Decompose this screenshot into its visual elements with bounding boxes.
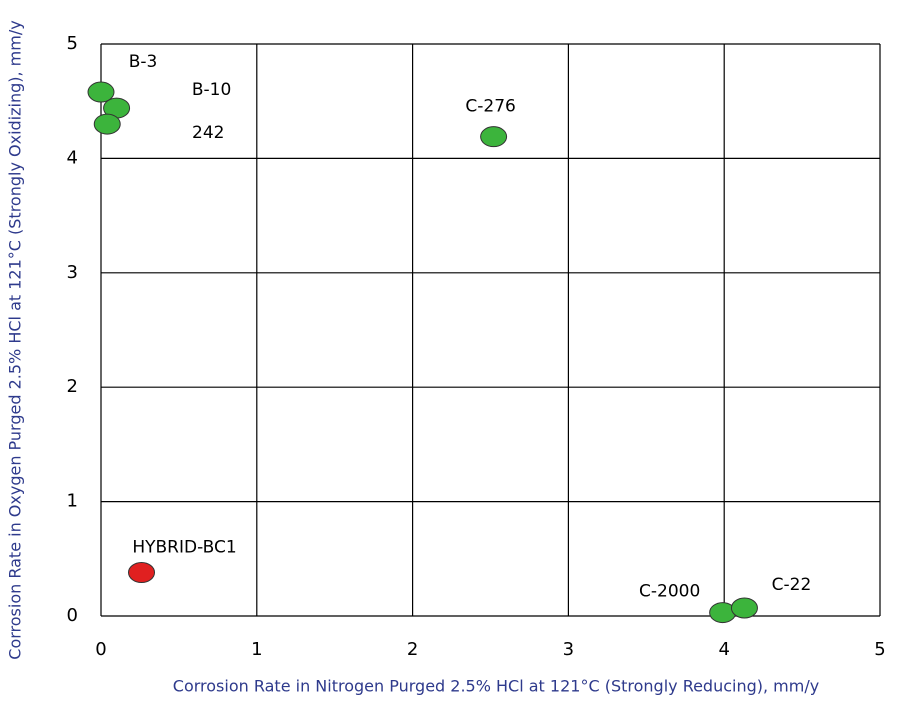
x-tick-label: 3 (563, 639, 574, 660)
y-tick-label: 0 (67, 605, 78, 626)
point (480, 126, 508, 148)
point (93, 113, 121, 135)
x-axis-label: Corrosion Rate in Nitrogen Purged 2.5% H… (173, 677, 819, 696)
point (128, 562, 156, 584)
y-tick-label: 1 (67, 491, 78, 512)
y-tick-label: 5 (67, 33, 78, 54)
y-tick-label: 4 (67, 147, 78, 168)
x-tick-label: 2 (407, 639, 418, 660)
x-tick-label: 1 (251, 639, 262, 660)
point (730, 597, 758, 619)
point-label: C-22 (772, 575, 812, 595)
point-label: 242 (192, 123, 224, 143)
y-tick-label: 3 (67, 262, 78, 283)
point-label: B-3 (129, 52, 158, 72)
x-tick-label: 0 (95, 639, 106, 660)
point-label: HYBRID-BC1 (132, 538, 236, 558)
point-label: C-276 (465, 97, 515, 117)
point-label: B-10 (192, 80, 231, 100)
x-tick-label: 4 (718, 639, 729, 660)
point (87, 81, 115, 103)
x-tick-label: 5 (874, 639, 885, 660)
y-tick-label: 2 (67, 376, 78, 397)
point-label: C-2000 (639, 582, 700, 602)
y-axis-label: Corrosion Rate in Oxygen Purged 2.5% HCl… (6, 20, 25, 659)
